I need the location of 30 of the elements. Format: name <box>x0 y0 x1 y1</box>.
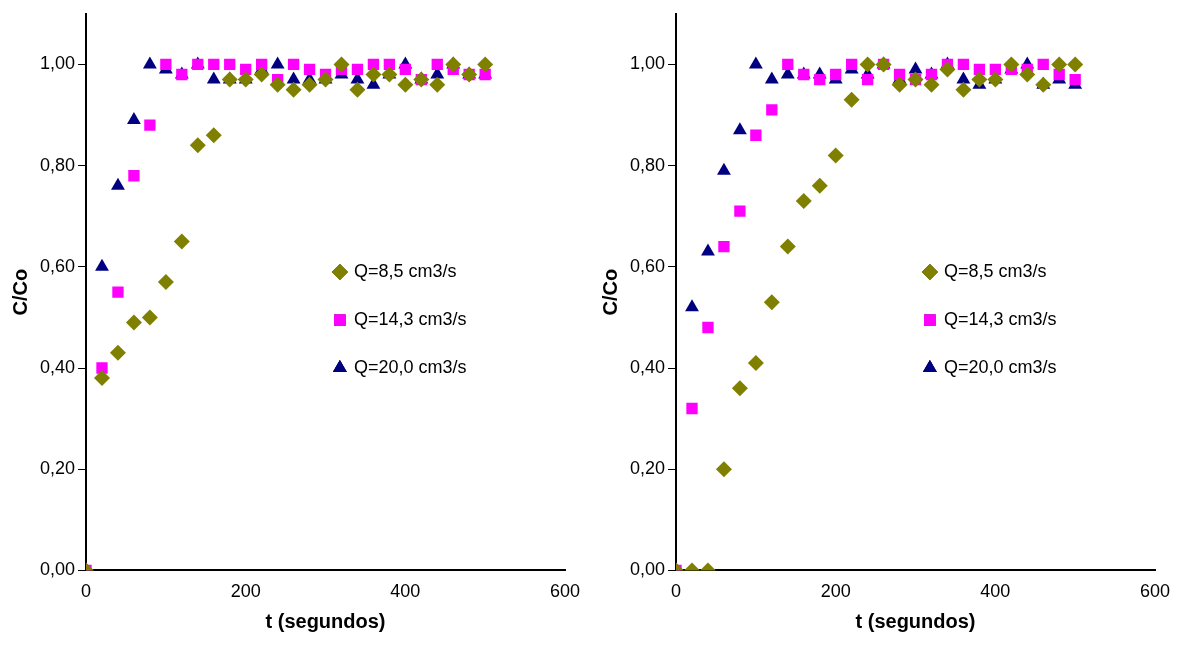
y-tick-label: 0,20 <box>629 458 666 479</box>
y-tick-label: 0,80 <box>629 154 666 175</box>
x-tick-label: 600 <box>549 581 581 602</box>
y-tick-label: 1,00 <box>39 53 76 74</box>
x-tick-label: 200 <box>820 581 851 602</box>
y-tick-label: 0,60 <box>39 255 76 276</box>
x-tick-label: 600 <box>1139 581 1171 602</box>
x-tick-label: 0 <box>671 581 682 602</box>
y-tick-label: 0,80 <box>39 154 76 175</box>
y-axis-title: C/Co <box>598 268 621 316</box>
y-axis-title: C/Co <box>8 268 31 316</box>
legend-label: Q=8,5 cm3/s <box>943 261 1047 282</box>
x-axis-title: t (segundos) <box>265 609 386 632</box>
legend-label: Q=14,3 cm3/s <box>943 309 1057 330</box>
y-tick-label: 0,60 <box>629 255 666 276</box>
y-tick-label: 1,00 <box>629 53 666 74</box>
y-tick-label: 0,40 <box>629 356 666 377</box>
x-tick-label: 200 <box>230 581 261 602</box>
x-tick-label: 0 <box>81 581 92 602</box>
y-tick-label: 0,20 <box>39 458 76 479</box>
legend-label: Q=14,3 cm3/s <box>353 309 467 330</box>
legend-label: Q=20,0 cm3/s <box>353 357 467 378</box>
y-tick-label: 0,00 <box>39 559 76 580</box>
x-tick-label: 400 <box>390 581 421 602</box>
x-axis-title: t (segundos) <box>855 609 976 632</box>
legend-label: Q=8,5 cm3/s <box>353 261 457 282</box>
x-tick-label: 400 <box>980 581 1011 602</box>
y-tick-label: 0,00 <box>629 559 666 580</box>
legend-label: Q=20,0 cm3/s <box>943 357 1057 378</box>
y-tick-label: 0,40 <box>39 356 76 377</box>
